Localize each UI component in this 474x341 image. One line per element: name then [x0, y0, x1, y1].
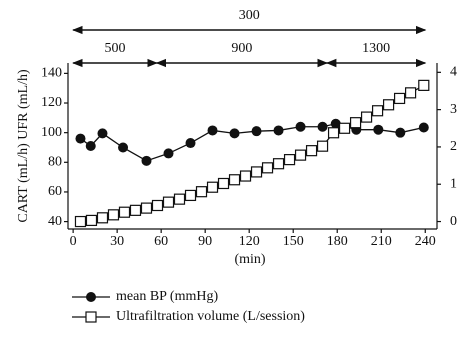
x-tick-label: 120	[239, 234, 260, 249]
x-tick-label: 30	[110, 234, 124, 249]
y2-tick-label: 4	[450, 65, 457, 80]
y-tick-label: 120	[41, 95, 62, 110]
point	[74, 215, 87, 228]
point	[118, 142, 129, 153]
point	[418, 79, 430, 91]
legend-label: Ultrafiltration volume (L/session)	[116, 309, 305, 324]
x-axis-label: (min)	[234, 252, 265, 267]
point	[330, 118, 341, 129]
point	[141, 155, 152, 166]
point	[418, 122, 429, 133]
point	[395, 127, 406, 138]
point	[373, 124, 384, 135]
point	[118, 206, 131, 218]
point	[107, 209, 120, 221]
point	[316, 140, 329, 152]
point	[207, 125, 218, 136]
y-axis-label: CART (mL/h) UFR (mL/h)	[16, 69, 31, 223]
point	[273, 125, 284, 136]
x-tick-label: 210	[371, 234, 392, 249]
point	[239, 170, 252, 182]
point	[317, 121, 328, 132]
point	[185, 138, 196, 149]
x-tick-label: 60	[154, 234, 168, 249]
x-tick-label: 90	[198, 234, 212, 249]
point	[360, 111, 373, 123]
point	[393, 92, 406, 105]
point	[75, 133, 86, 144]
annotation-label: 900	[231, 41, 252, 56]
y2-tick-label: 1	[450, 176, 457, 191]
x-tick-label: 150	[283, 234, 304, 249]
y-tick-label: 140	[41, 66, 62, 81]
point	[97, 128, 108, 139]
legend-marker	[85, 311, 97, 323]
x-tick-label: 180	[327, 234, 348, 249]
y2-tick-label: 0	[450, 214, 457, 229]
point	[338, 122, 351, 134]
point	[151, 199, 164, 212]
point	[85, 214, 98, 227]
point	[404, 87, 417, 99]
point	[349, 117, 362, 129]
point	[173, 193, 186, 205]
annotation-label: 500	[104, 41, 125, 56]
point	[295, 121, 306, 132]
point	[305, 145, 318, 157]
point	[229, 128, 240, 139]
annotation-label: 1300	[362, 41, 390, 56]
point	[162, 196, 175, 208]
point	[217, 177, 230, 190]
point	[382, 99, 395, 111]
point	[85, 141, 96, 151]
point	[261, 162, 274, 174]
point	[195, 186, 208, 198]
point	[294, 149, 307, 161]
x-tick-label: 240	[415, 234, 436, 249]
point	[206, 181, 219, 193]
point	[228, 174, 241, 186]
point	[283, 154, 296, 166]
y2-tick-label: 3	[450, 102, 457, 117]
point	[250, 166, 263, 178]
y-tick-label: 60	[48, 184, 62, 199]
point	[327, 127, 340, 139]
legend-label: mean BP (mmHg)	[116, 289, 218, 304]
y-tick-label: 80	[48, 155, 62, 170]
x-tick-label: 0	[70, 234, 77, 249]
annotation-label: 300	[239, 8, 260, 23]
legend-marker	[86, 292, 96, 302]
point	[140, 202, 153, 214]
point	[96, 212, 109, 224]
point	[371, 105, 384, 117]
y2-tick-label: 2	[450, 139, 457, 154]
y-tick-label: 100	[41, 125, 62, 140]
y-tick-label: 40	[48, 214, 62, 229]
point	[251, 126, 262, 137]
point	[163, 148, 174, 159]
point	[272, 158, 285, 170]
point	[129, 204, 142, 216]
point	[184, 189, 197, 202]
